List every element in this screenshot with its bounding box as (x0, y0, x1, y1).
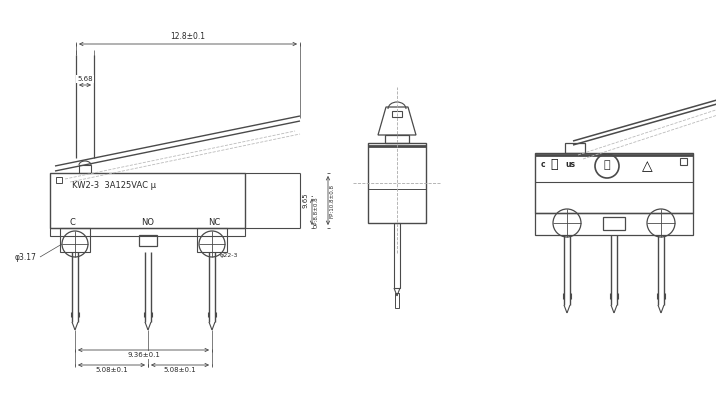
Bar (368, 143, 426, 223)
Text: FP:10.8±0.8: FP:10.8±0.8 (330, 183, 335, 217)
Text: 9.36±0.1: 9.36±0.1 (127, 352, 160, 358)
Bar (385, 135, 409, 143)
Bar (394, 223, 400, 288)
Bar (197, 228, 227, 252)
Bar (56, 177, 62, 183)
Text: 5.68: 5.68 (77, 76, 93, 82)
Bar (603, 217, 625, 230)
Bar (50, 228, 245, 236)
Bar (680, 158, 687, 165)
Bar (139, 235, 157, 246)
Bar (535, 213, 693, 235)
Text: Ⓒ: Ⓒ (604, 160, 610, 170)
Text: △: △ (642, 159, 652, 173)
Text: c: c (541, 160, 546, 169)
Bar (60, 228, 90, 252)
Text: NO: NO (141, 218, 154, 227)
Text: 9.65: 9.65 (303, 193, 309, 208)
Text: C: C (70, 218, 76, 227)
Bar (535, 153, 693, 213)
Bar (565, 143, 585, 153)
Text: KW2-3  3A125VAC μ: KW2-3 3A125VAC μ (72, 181, 156, 190)
Text: Ⓡ: Ⓡ (550, 158, 558, 171)
Bar (50, 173, 245, 228)
Text: NC: NC (208, 218, 221, 227)
Bar (392, 111, 402, 117)
Text: φ22-3: φ22-3 (220, 253, 238, 258)
Text: 12.8±0.1: 12.8±0.1 (170, 32, 205, 41)
Text: 5.08±0.1: 5.08±0.1 (164, 367, 196, 373)
Bar (79, 165, 91, 173)
Text: φ3.17: φ3.17 (15, 253, 37, 262)
Bar (395, 293, 399, 308)
Text: OP:8.8±0.8: OP:8.8±0.8 (314, 196, 319, 228)
Text: 5.08±0.1: 5.08±0.1 (95, 367, 128, 373)
Text: us: us (565, 160, 575, 169)
